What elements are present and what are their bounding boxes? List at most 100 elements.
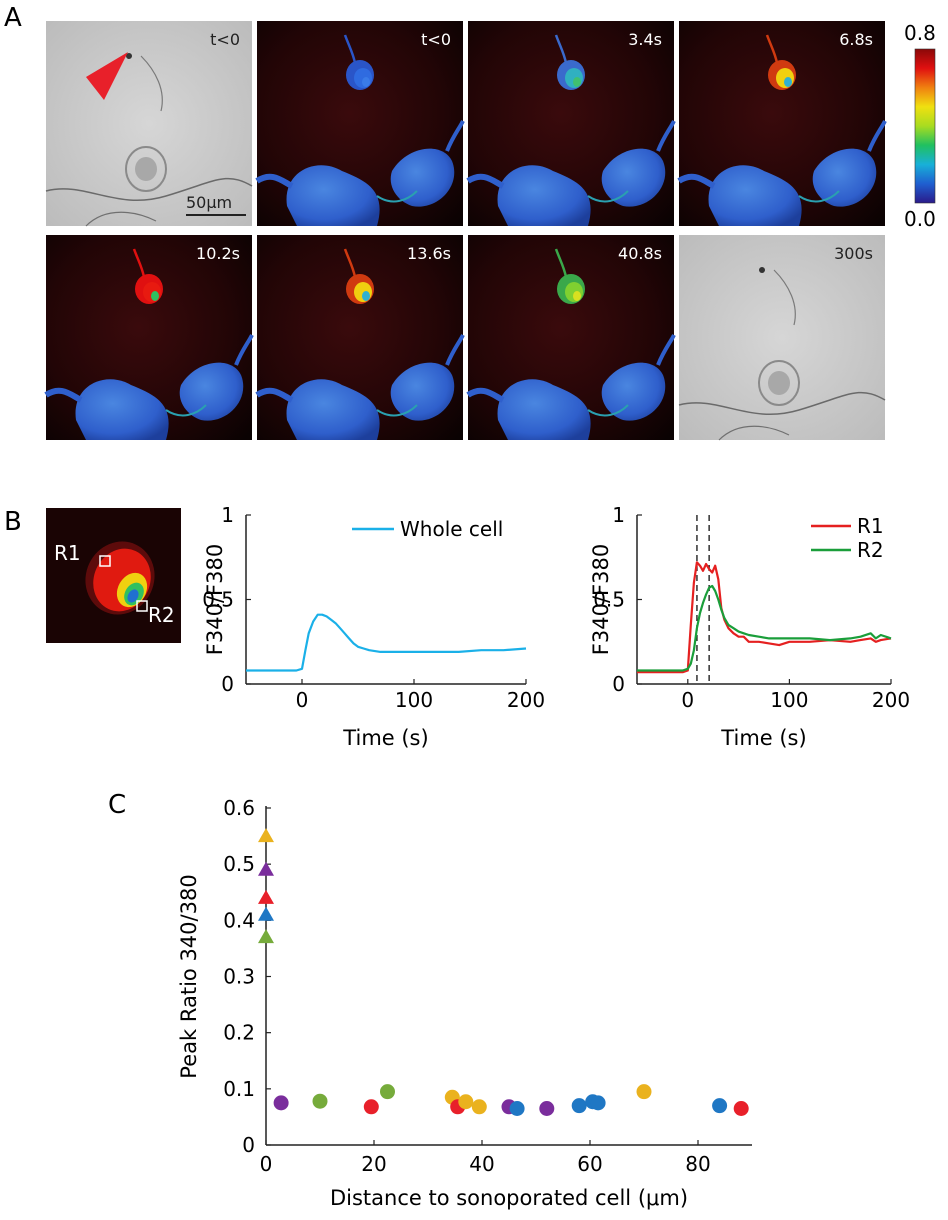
frame: 300s [678, 235, 886, 441]
neurite [376, 190, 418, 203]
data-point-triangle [258, 906, 274, 921]
neurite [234, 334, 254, 366]
colorbar-max-label: 0.8 [904, 21, 936, 45]
roi-r2-marker [136, 600, 148, 612]
neurite [466, 173, 505, 189]
data-point-triangle [258, 929, 274, 944]
x-tick-label: 80 [685, 1152, 710, 1176]
y-tick-label: 1 [221, 503, 234, 527]
neurite [677, 173, 716, 189]
timestamp-label: t<0 [210, 30, 240, 49]
y-tick-label: 0.2 [223, 1021, 255, 1045]
x-tick-label: 100 [395, 688, 433, 712]
frame: 6.8s [677, 21, 887, 226]
neurite [765, 34, 779, 64]
y-tick-label: 0.5 [202, 588, 234, 612]
neighbor-cell [601, 362, 666, 421]
neighbor-cell [390, 148, 455, 207]
neighbor-cell [497, 379, 591, 440]
neurite [554, 248, 568, 278]
series-line-whole-cell [246, 613, 527, 672]
arrow-marker [86, 52, 128, 100]
neurite [255, 387, 294, 403]
neighbor-cell [286, 379, 380, 440]
target-cell [126, 53, 132, 59]
roi-r2-label: R2 [148, 603, 175, 627]
timestamp-label: 6.8s [839, 30, 873, 49]
timestamp-label: 10.2s [196, 244, 240, 263]
chart-whole-cell: 0 0.5 1 0 100 200 Whole cell F340/F380 Time (s) [202, 503, 545, 750]
neighbor-cell [286, 165, 380, 226]
neighbor-cell [708, 165, 802, 226]
sonoporated-cell-core [151, 291, 159, 301]
x-tick-label: 20 [361, 1152, 386, 1176]
neurite [255, 173, 294, 189]
data-point-triangle [258, 828, 274, 843]
data-point-circle [471, 1099, 487, 1115]
x-tick-label: 60 [577, 1152, 602, 1176]
frame: 10.2s [44, 235, 254, 440]
neurite [798, 190, 840, 203]
neighbor-cell [497, 165, 591, 226]
data-point-triangle [258, 889, 274, 904]
cell-nucleus [768, 371, 790, 395]
neurite [132, 248, 146, 278]
neurite [44, 387, 83, 403]
frame-image [679, 235, 885, 440]
series-line-r2 [637, 584, 892, 672]
x-axis-title: Time (s) [720, 726, 806, 750]
x-tick-label: 200 [507, 688, 545, 712]
neurite [587, 404, 629, 417]
data-point-triangle [258, 861, 274, 876]
data-point-circle [712, 1098, 728, 1114]
neurite [445, 120, 465, 152]
sonoporated-cell-core [573, 77, 581, 87]
data-point-circle [509, 1100, 525, 1116]
cell-outline [125, 146, 167, 192]
timestamp-label: 3.4s [628, 30, 662, 49]
neurite [678, 391, 886, 415]
panel-label-b: B [4, 507, 22, 537]
y-axis-title: F340/F380 [203, 544, 227, 655]
y-tick-label: 0 [221, 672, 234, 696]
data-point-circle [458, 1094, 474, 1110]
x-tick-label: 200 [872, 688, 910, 712]
data-point-circle [363, 1099, 379, 1115]
data-point-circle [312, 1093, 328, 1109]
x-tick-label: 0 [296, 688, 309, 712]
neurite [85, 211, 157, 227]
colorbar-gradient [914, 48, 936, 204]
cell-outline [758, 360, 800, 406]
x-axis-title: Time (s) [342, 726, 428, 750]
y-axis-title: Peak Ratio 340/380 [177, 874, 201, 1078]
y-tick-label: 0 [242, 1133, 255, 1157]
timestamp-label: 300s [834, 244, 873, 263]
neurite [445, 334, 465, 366]
neurite [867, 120, 887, 152]
neurite [773, 269, 796, 326]
legend-label: R2 [857, 538, 884, 562]
panel-label-a: A [4, 3, 22, 33]
data-point-circle [590, 1095, 606, 1111]
neurite [376, 404, 418, 417]
neurite [140, 55, 163, 112]
y-tick-label: 0.5 [593, 588, 625, 612]
frame: 3.4s [466, 21, 676, 226]
y-tick-label: 0.4 [223, 908, 255, 932]
roi-r1-marker [99, 555, 111, 567]
x-tick-label: 0 [260, 1152, 273, 1176]
timestamp-label: t<0 [421, 30, 451, 49]
neurite [45, 177, 253, 201]
neurite [554, 34, 568, 64]
data-point-circle [571, 1098, 587, 1114]
y-tick-label: 0.5 [223, 852, 255, 876]
neurite [165, 404, 207, 417]
roi-image: R1 R2 [46, 508, 181, 643]
timestamp-label: 13.6s [407, 244, 451, 263]
y-tick-label: 0.1 [223, 1077, 255, 1101]
x-tick-label: 100 [770, 688, 808, 712]
neighbor-cell [75, 379, 169, 440]
y-tick-label: 0.6 [223, 796, 255, 820]
arrow-icon [86, 52, 128, 100]
